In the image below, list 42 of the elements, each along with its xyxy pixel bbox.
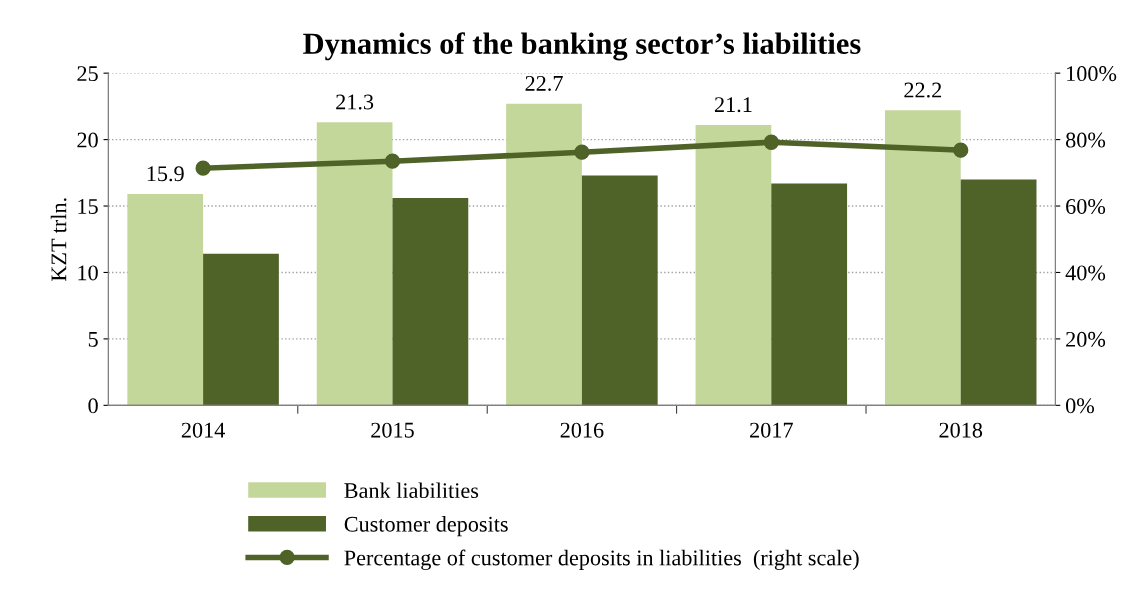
bar [960,179,1037,406]
x-tick-label: 2017 [750,422,793,438]
bar [695,124,772,406]
legend-label: Percentage of customer deposits in liabilities (right scale) [344,549,859,570]
legend-label: Bank liabilities [344,482,479,499]
point [574,144,590,160]
data-label: 15.9 [147,166,184,182]
data-label: 21.1 [714,97,752,113]
bar [506,103,582,406]
y-tick-label: 25 [77,66,98,82]
point [953,142,969,158]
data-label: 22.7 [525,75,563,91]
y-tick-label: 5 [88,332,98,347]
data-label: 21.3 [336,94,374,110]
y-tick-label: 10 [78,265,98,281]
point [384,153,401,169]
y2-tick-label: 40% [1065,265,1106,281]
y-tick-label: 20 [77,132,98,148]
y-tick-label: 15 [78,199,98,214]
bar [203,253,279,406]
bar [771,183,848,406]
y2-tick-label: 20% [1066,331,1106,347]
point [763,134,779,150]
bar [884,110,961,406]
bar [127,194,204,406]
chart-title: Dynamics of the banking sector’s liabilities [303,32,861,61]
x-tick-label: 2015 [371,422,414,438]
x-tick-label: 2018 [939,422,983,438]
legend-label: Customer deposits [344,516,508,537]
bar [581,175,658,406]
y2-tick-label: 80% [1065,132,1106,148]
x-tick-label: 2014 [181,422,225,438]
y2-tick-label: 0% [1065,398,1095,414]
y-axis-title: KZT trln. [50,198,67,281]
y2-tick-label: 60% [1066,198,1106,215]
y-tick-label: 0 [88,398,98,414]
x-tick-label: 2016 [560,422,604,438]
point [195,160,211,176]
bar [392,198,469,406]
y2-tick-label: 100% [1067,66,1117,82]
bar [316,122,393,406]
data-label: 22.2 [904,82,942,98]
